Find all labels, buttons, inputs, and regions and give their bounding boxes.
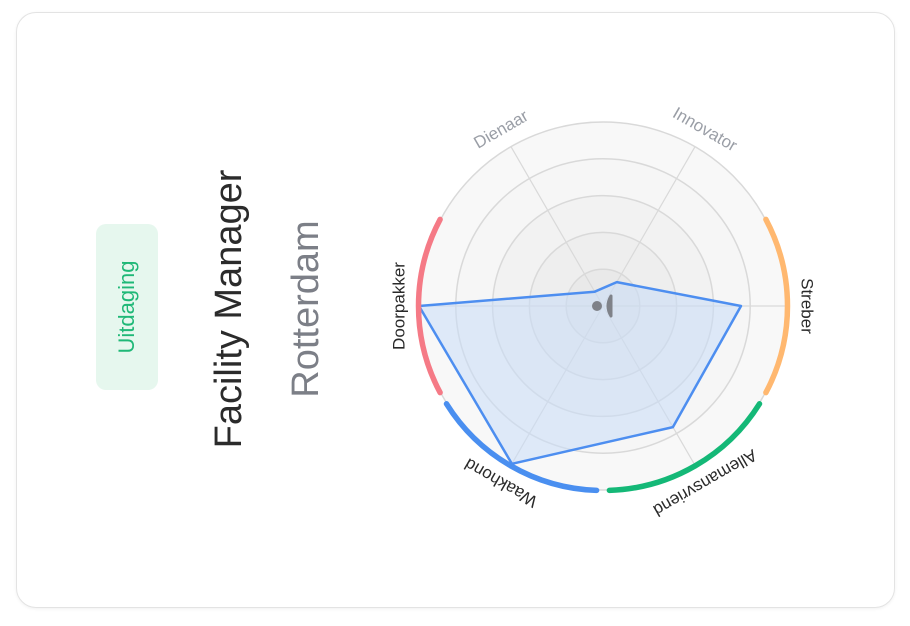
axis-label-doorpakker: Doorpakker (390, 262, 409, 350)
axis-label-streber: Streber (798, 278, 817, 334)
